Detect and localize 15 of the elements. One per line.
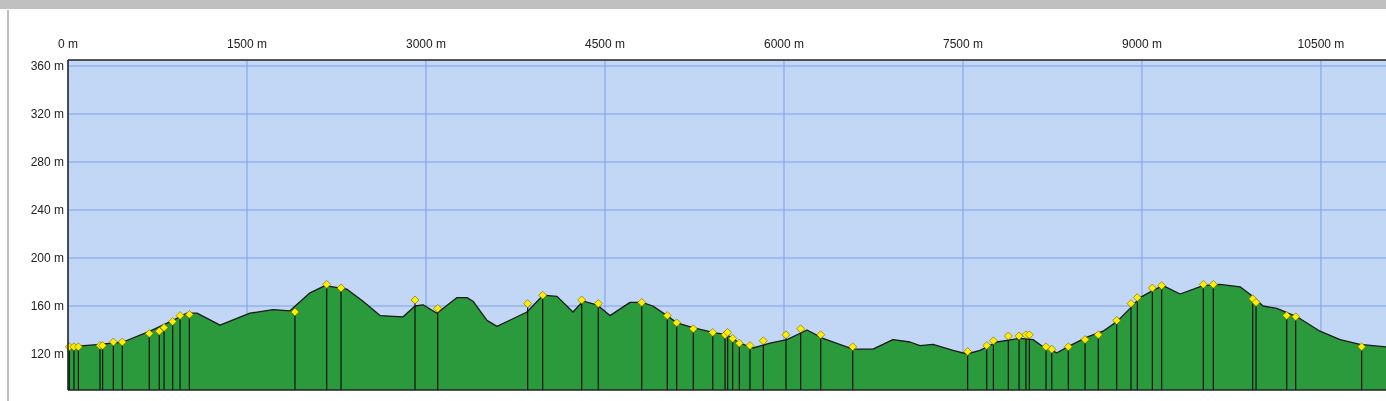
y-tick-label: 160 m [30,299,64,314]
x-tick-label: 0 m [57,37,79,51]
y-tick-label: 240 m [30,203,64,218]
x-tick-label: 7500 m [942,37,983,51]
x-tick-label: 4500 m [584,37,625,51]
y-tick-label: 200 m [30,251,64,266]
y-tick-label: 280 m [30,155,64,170]
x-tick-label: 1500 m [226,37,268,51]
x-tick-label: 6000 m [763,37,804,51]
y-tick-label: 320 m [30,107,64,122]
x-tick-label: 10500 m [1297,37,1345,51]
x-tick-label: 9000 m [1121,37,1162,51]
y-tick-label: 120 m [30,347,64,362]
y-tick-label: 360 m [30,59,64,74]
x-tick-label: 3000 m [405,37,447,51]
